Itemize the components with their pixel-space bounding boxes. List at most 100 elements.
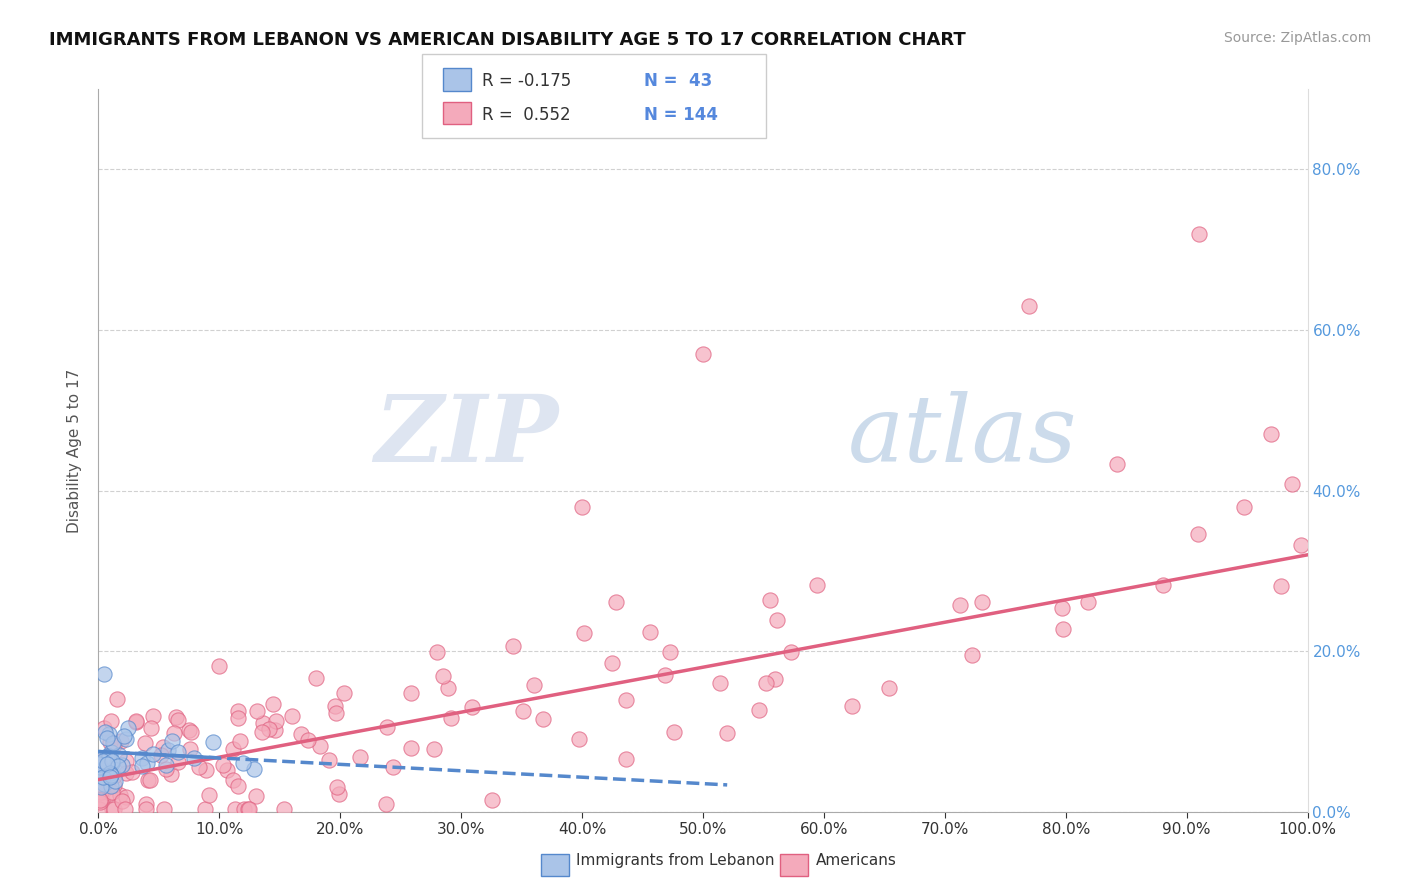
Point <box>179 723 201 738</box>
Point <box>281 708 304 723</box>
Point <box>93 725 115 739</box>
Point <box>101 755 124 769</box>
Point <box>766 613 789 627</box>
Point <box>125 715 148 730</box>
Point <box>201 734 224 748</box>
Point <box>523 678 546 692</box>
Text: N =  43: N = 43 <box>644 72 713 90</box>
Text: N = 144: N = 144 <box>644 106 718 124</box>
Point <box>759 592 782 607</box>
Point <box>167 745 190 759</box>
Point <box>481 793 503 807</box>
Point <box>382 760 405 774</box>
Point <box>121 765 143 780</box>
Point <box>375 797 398 812</box>
Point <box>422 742 444 756</box>
Point <box>93 777 115 791</box>
Point <box>96 748 118 763</box>
Point <box>100 714 122 728</box>
Point <box>90 793 112 807</box>
Point <box>972 594 994 608</box>
Point <box>91 754 114 768</box>
Point <box>139 722 162 736</box>
Point <box>142 708 165 723</box>
Point <box>136 756 159 770</box>
Point <box>602 657 624 671</box>
Point <box>152 739 174 754</box>
Point <box>264 714 287 728</box>
Text: atlas: atlas <box>848 391 1077 481</box>
Point <box>257 722 280 736</box>
Text: IMMIGRANTS FROM LEBANON VS AMERICAN DISABILITY AGE 5 TO 17 CORRELATION CHART: IMMIGRANTS FROM LEBANON VS AMERICAN DISA… <box>49 31 966 49</box>
Point <box>103 778 125 792</box>
Point <box>100 745 122 759</box>
Point <box>115 790 138 805</box>
Point <box>101 736 124 750</box>
Point <box>325 706 347 721</box>
Point <box>114 754 136 768</box>
Point <box>222 742 245 756</box>
Point <box>155 757 177 772</box>
Point <box>114 765 136 780</box>
Point <box>226 780 249 794</box>
Point <box>87 802 110 816</box>
Point <box>243 762 266 776</box>
Point <box>159 766 181 780</box>
Y-axis label: Disability Age 5 to 17: Disability Age 5 to 17 <box>67 368 83 533</box>
Point <box>91 765 114 780</box>
Point <box>90 785 112 799</box>
Point <box>131 750 153 764</box>
Point <box>716 726 738 740</box>
Point <box>156 742 179 756</box>
Point <box>224 802 246 816</box>
Point <box>949 598 972 612</box>
Point <box>150 748 173 763</box>
Point <box>748 703 770 717</box>
Point <box>426 645 449 659</box>
Point <box>1018 299 1040 313</box>
Point <box>692 347 714 361</box>
Point <box>87 757 110 772</box>
Point <box>91 751 114 765</box>
Point <box>1188 227 1211 241</box>
Text: R =  0.552: R = 0.552 <box>482 106 571 124</box>
Point <box>264 723 287 737</box>
Point <box>101 756 124 770</box>
Point <box>180 725 202 739</box>
Point <box>1152 578 1174 592</box>
Point <box>1077 595 1099 609</box>
Point <box>125 714 148 728</box>
Point <box>571 500 593 514</box>
Point <box>323 699 346 714</box>
Point <box>245 789 267 804</box>
Point <box>399 686 422 700</box>
Point <box>349 750 371 764</box>
Point <box>709 676 731 690</box>
Point <box>107 758 129 772</box>
Point <box>97 727 120 741</box>
Point <box>89 770 111 784</box>
Point <box>96 757 118 772</box>
Point <box>163 726 186 740</box>
Point <box>531 712 554 726</box>
Point <box>614 752 637 766</box>
Text: R = -0.175: R = -0.175 <box>482 72 571 90</box>
Point <box>437 681 460 695</box>
Point <box>103 738 125 752</box>
Point <box>236 802 259 816</box>
Point <box>100 768 122 782</box>
Point <box>375 720 398 734</box>
Text: ZIP: ZIP <box>374 391 558 481</box>
Point <box>87 755 110 769</box>
Point <box>135 802 157 816</box>
Point <box>222 772 245 787</box>
Point <box>1270 579 1292 593</box>
Point <box>568 731 591 746</box>
Point <box>103 769 125 783</box>
Point <box>305 671 328 685</box>
Point <box>104 773 127 788</box>
Point <box>841 698 863 713</box>
Point <box>93 721 115 735</box>
Point <box>114 802 136 816</box>
Point <box>98 770 121 784</box>
